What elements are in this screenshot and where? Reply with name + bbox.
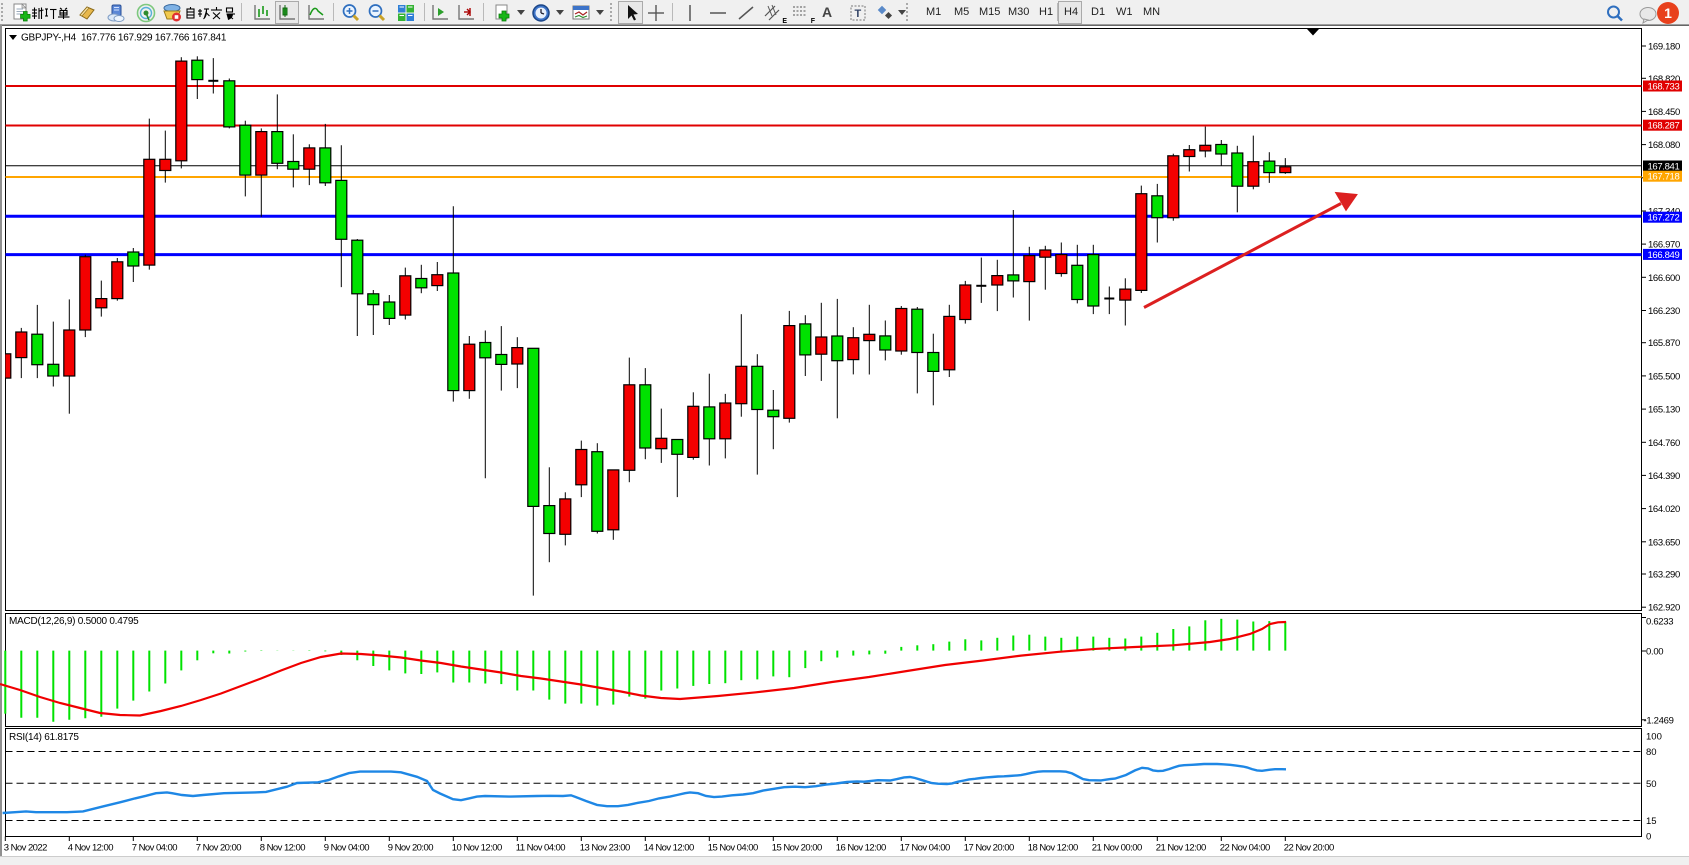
svg-text:166.849: 166.849	[1648, 250, 1680, 261]
svg-text:0.00: 0.00	[1646, 647, 1663, 658]
svg-text:166.230: 166.230	[1648, 306, 1680, 317]
svg-text:166.970: 166.970	[1648, 240, 1680, 251]
svg-text:165.130: 165.130	[1648, 405, 1680, 416]
svg-text:80: 80	[1646, 747, 1657, 758]
svg-text:17 Nov 04:00: 17 Nov 04:00	[900, 843, 950, 854]
svg-text:164.020: 164.020	[1648, 504, 1680, 515]
svg-text:-1.2469: -1.2469	[1644, 715, 1674, 726]
svg-text:21 Nov 12:00: 21 Nov 12:00	[1156, 843, 1206, 854]
svg-text:168.733: 168.733	[1648, 82, 1680, 93]
svg-text:163.650: 163.650	[1648, 537, 1680, 548]
svg-text:15 Nov 20:00: 15 Nov 20:00	[772, 843, 822, 854]
svg-text:9 Nov 04:00: 9 Nov 04:00	[324, 843, 369, 854]
svg-text:22 Nov 20:00: 22 Nov 20:00	[1284, 843, 1334, 854]
svg-text:15 Nov 04:00: 15 Nov 04:00	[708, 843, 758, 854]
svg-text:0: 0	[1646, 832, 1651, 843]
svg-text:167.718: 167.718	[1648, 172, 1680, 183]
svg-text:162.920: 162.920	[1648, 603, 1680, 614]
svg-text:164.390: 164.390	[1648, 471, 1680, 482]
svg-text:168.287: 168.287	[1648, 121, 1680, 132]
svg-text:7 Nov 20:00: 7 Nov 20:00	[196, 843, 241, 854]
svg-text:16 Nov 12:00: 16 Nov 12:00	[836, 843, 886, 854]
svg-text:100: 100	[1646, 732, 1662, 743]
svg-text:MACD(12,26,9) 0.5000 0.4795: MACD(12,26,9) 0.5000 0.4795	[9, 616, 139, 627]
svg-text:50: 50	[1646, 779, 1657, 790]
svg-text:0.6233: 0.6233	[1646, 617, 1673, 628]
svg-text:165.870: 165.870	[1648, 338, 1680, 349]
svg-text:164.760: 164.760	[1648, 438, 1680, 449]
svg-text:7 Nov 04:00: 7 Nov 04:00	[132, 843, 177, 854]
svg-text:21 Nov 00:00: 21 Nov 00:00	[1092, 843, 1142, 854]
svg-text:8 Nov 12:00: 8 Nov 12:00	[260, 843, 305, 854]
svg-text:9 Nov 20:00: 9 Nov 20:00	[388, 843, 433, 854]
svg-text:167.272: 167.272	[1648, 213, 1680, 224]
svg-text:167.841: 167.841	[1648, 162, 1680, 173]
svg-text:4 Nov 12:00: 4 Nov 12:00	[68, 843, 113, 854]
svg-text:15: 15	[1646, 816, 1657, 827]
svg-text:163.290: 163.290	[1648, 570, 1680, 581]
svg-text:10 Nov 12:00: 10 Nov 12:00	[452, 843, 502, 854]
svg-text:11 Nov 04:00: 11 Nov 04:00	[516, 843, 565, 854]
svg-text:168.820: 168.820	[1648, 74, 1680, 85]
svg-text:17 Nov 20:00: 17 Nov 20:00	[964, 843, 1014, 854]
svg-text:168.080: 168.080	[1648, 140, 1680, 151]
svg-text:14 Nov 12:00: 14 Nov 12:00	[644, 843, 694, 854]
svg-text:22 Nov 04:00: 22 Nov 04:00	[1220, 843, 1270, 854]
svg-text:168.450: 168.450	[1648, 107, 1680, 118]
svg-text:GBPJPY-,H4 167.776 167.929 16: GBPJPY-,H4 167.776 167.929 167.766 167.8…	[21, 33, 227, 44]
svg-text:169.180: 169.180	[1648, 42, 1680, 53]
svg-text:3 Nov 2022: 3 Nov 2022	[4, 843, 47, 854]
svg-text:RSI(14) 61.8175: RSI(14) 61.8175	[9, 732, 79, 743]
svg-text:13 Nov 23:00: 13 Nov 23:00	[580, 843, 630, 854]
svg-text:165.500: 165.500	[1648, 371, 1680, 382]
svg-text:T: T	[855, 8, 862, 20]
svg-text:18 Nov 12:00: 18 Nov 12:00	[1028, 843, 1078, 854]
svg-text:166.600: 166.600	[1648, 273, 1680, 284]
